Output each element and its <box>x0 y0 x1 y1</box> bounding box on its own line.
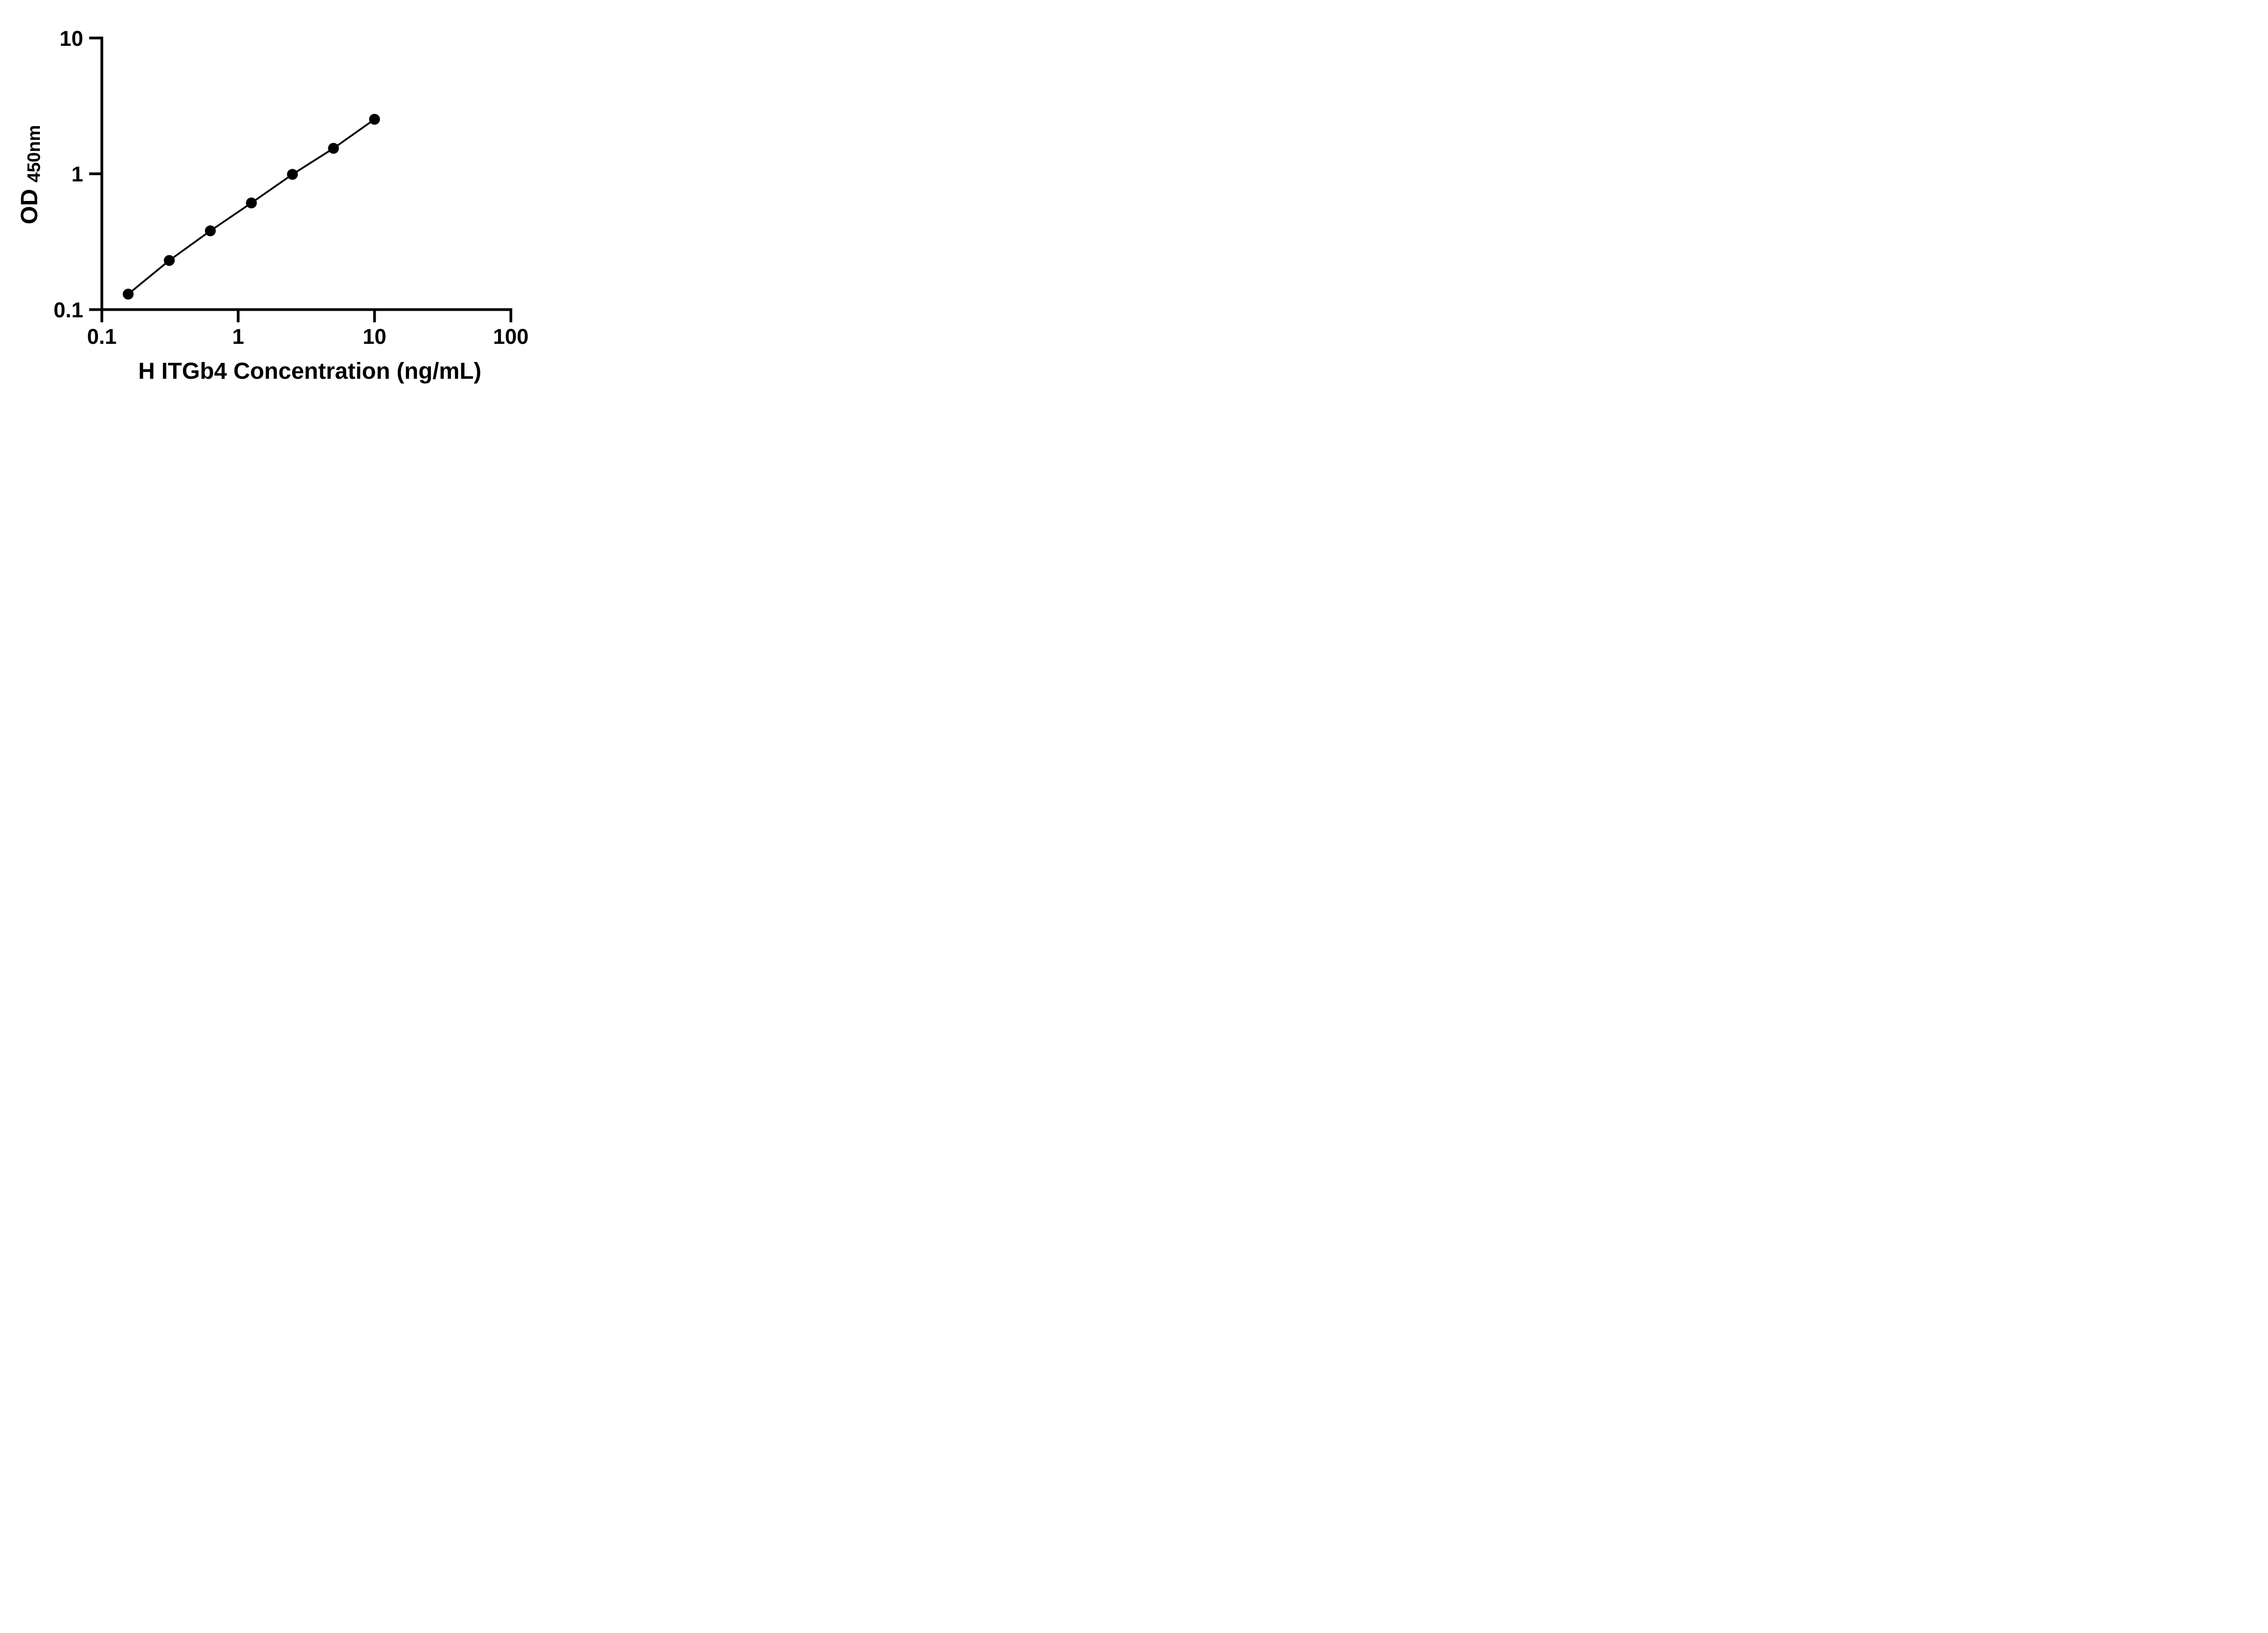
y-axis-ticks <box>89 36 102 311</box>
standard-curve-plot: 0.1 1 10 100 0.1 1 10 H ITGb4 Concentration (… <box>16 26 529 384</box>
y-axis-title: OD 450nm <box>16 125 44 225</box>
y-tick-label-1: 1 <box>71 162 83 186</box>
x-tick-label-0.1: 0.1 <box>87 324 117 348</box>
data-point-4 <box>246 197 257 209</box>
data-point-7 <box>369 114 380 125</box>
x-axis-ticks <box>100 309 513 323</box>
y-axis-title-subscript: 450nm <box>24 125 44 183</box>
x-tick-label-10: 10 <box>363 324 386 348</box>
y-axis-tick-labels: 0.1 1 10 <box>54 26 83 322</box>
x-tick-label-1: 1 <box>232 324 244 348</box>
x-axis-title: H ITGb4 Concentration (ng/mL) <box>138 358 481 384</box>
data-point-3 <box>205 225 216 236</box>
series-points <box>122 114 380 300</box>
elisa-standard-curve-figure: 0.1 1 10 100 0.1 1 10 H ITGb4 Concentration (… <box>0 0 572 408</box>
y-tick-label-10: 10 <box>59 26 83 50</box>
x-tick-label-100: 100 <box>493 324 528 348</box>
y-tick-label-0.1: 0.1 <box>54 298 83 322</box>
data-point-5 <box>287 169 298 180</box>
x-axis-tick-labels: 0.1 1 10 100 <box>87 324 529 348</box>
data-point-2 <box>164 255 175 266</box>
y-axis-title-main: OD <box>16 189 43 224</box>
data-point-1 <box>122 288 134 300</box>
data-point-6 <box>328 143 339 154</box>
